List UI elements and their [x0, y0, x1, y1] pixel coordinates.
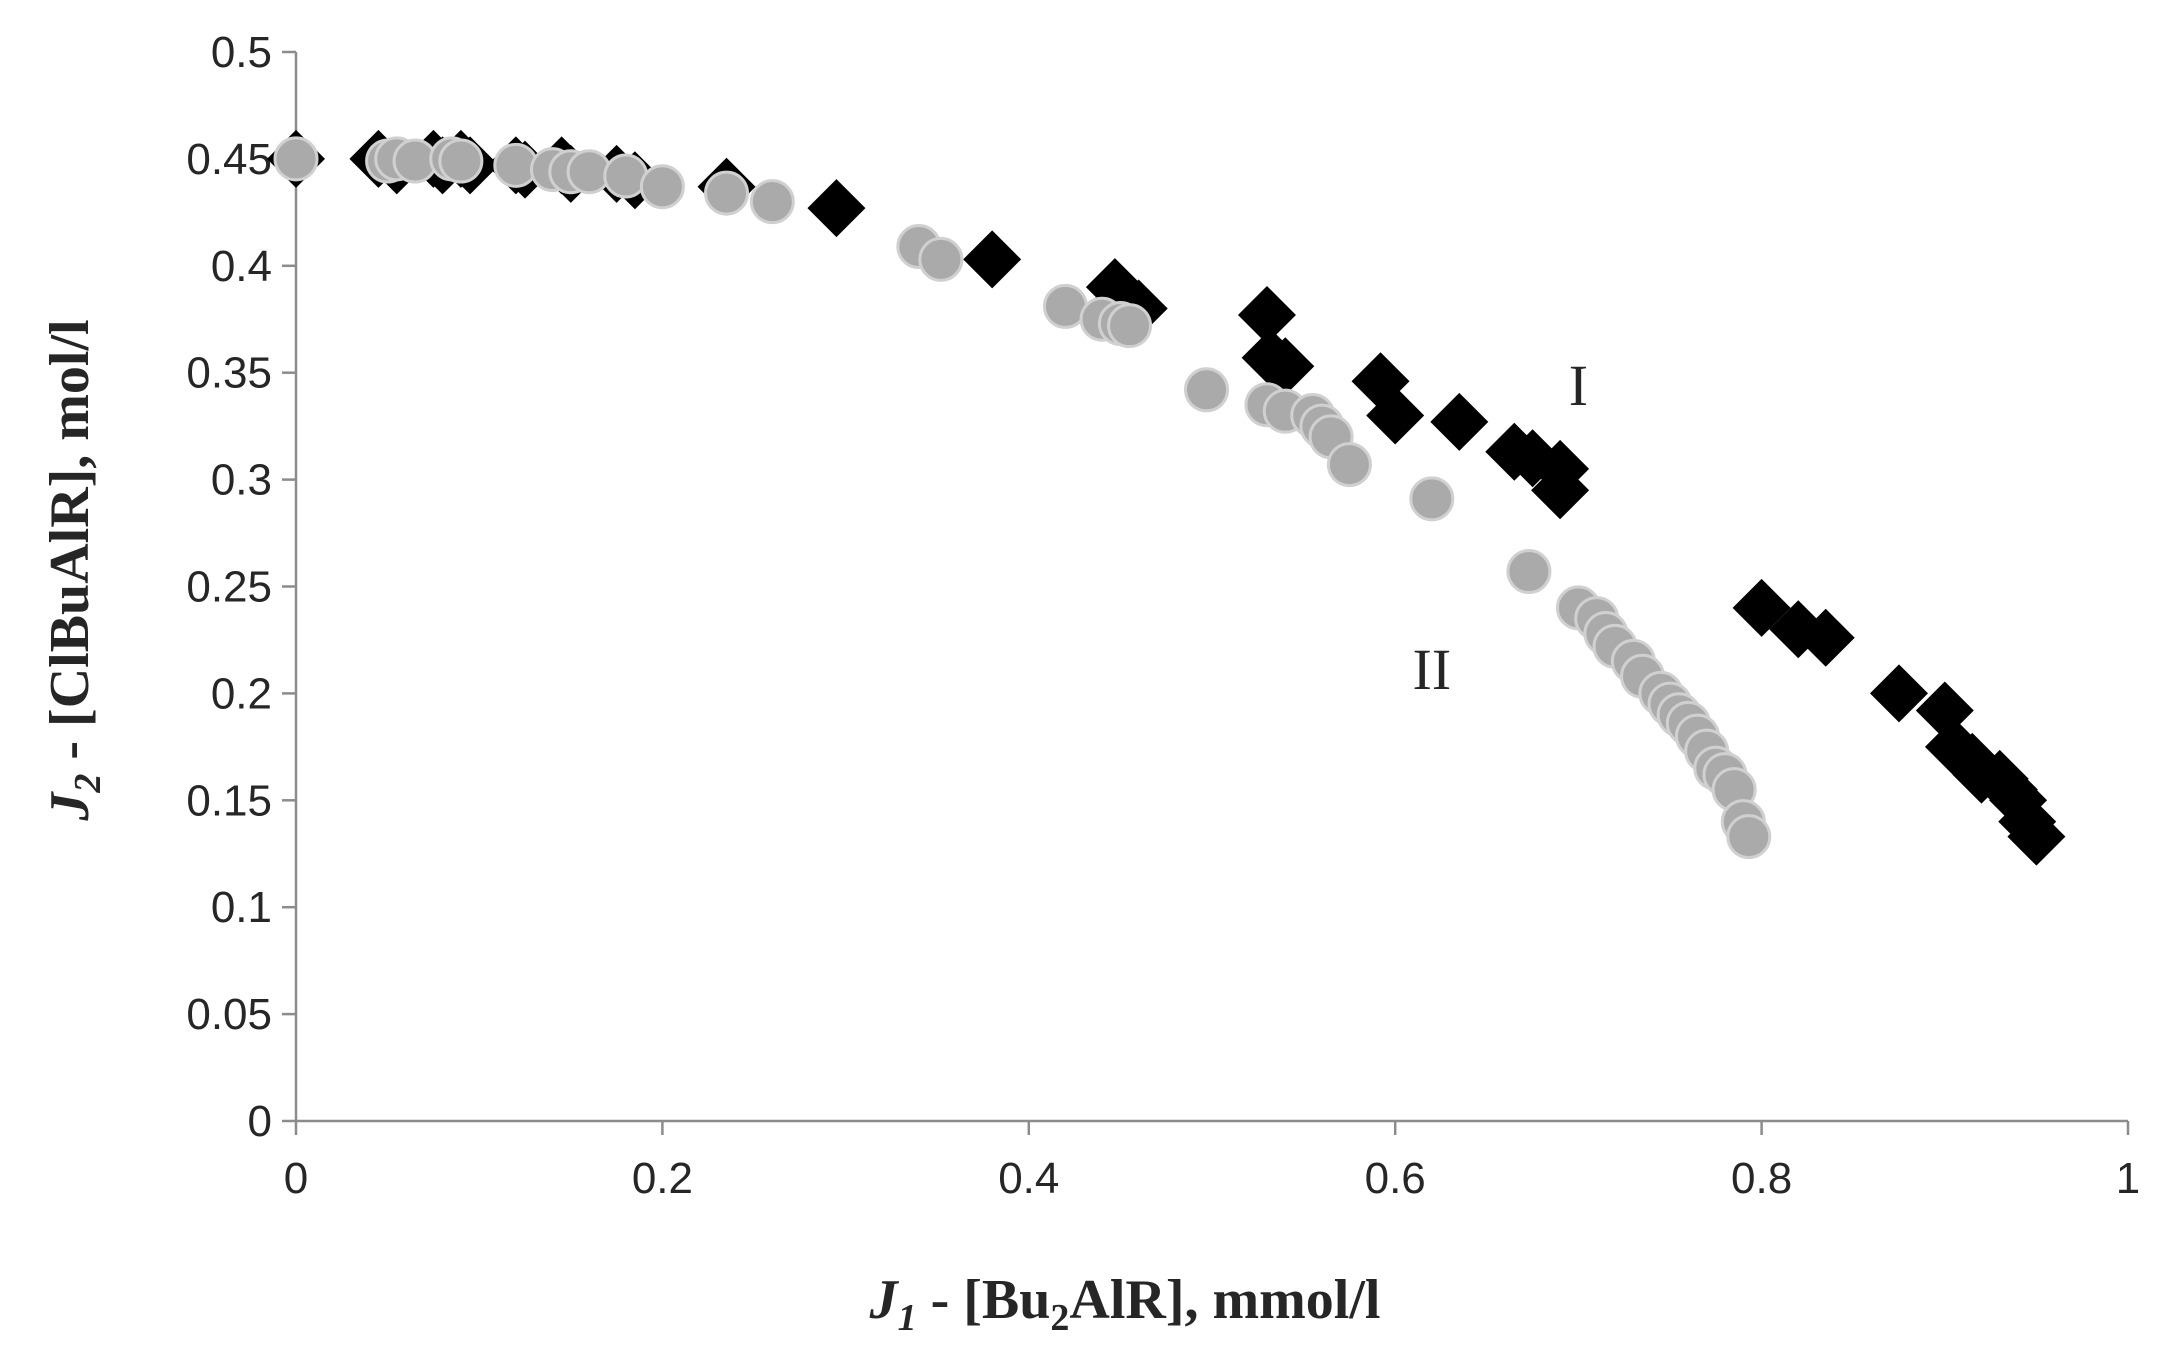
circle-point [1107, 303, 1153, 349]
diamond-point [1366, 386, 1425, 445]
y-tick-label: 0.45 [186, 135, 272, 184]
y-tick-label: 0.1 [211, 883, 272, 932]
x-axis-ticks: 0 0.2 0.4 0.6 0.8 1 [284, 1121, 2140, 1203]
y-axis-var: J [39, 791, 101, 822]
x-axis-text-subscript: 2 [1050, 1297, 1069, 1339]
circle-point [1726, 814, 1772, 860]
series-label-I: I [1569, 353, 1588, 418]
x-axis-var: J [869, 1269, 900, 1331]
series-label-II: II [1413, 637, 1452, 702]
series-2 [273, 136, 1772, 860]
diamond-point [963, 230, 1022, 289]
diamond-point [1870, 664, 1928, 723]
y-axis-separator: - [39, 727, 101, 774]
circle-point [1184, 367, 1230, 413]
data-points [267, 129, 2066, 866]
y-axis-text: [ClBuAlR], mol/l [39, 319, 101, 727]
x-axis-var-subscript: 1 [898, 1297, 917, 1339]
series-annotations: III [1413, 353, 1589, 702]
y-tick-label: 0.05 [186, 990, 272, 1039]
diamond-point [1531, 461, 1590, 520]
x-tick-label: 0.4 [998, 1154, 1059, 1203]
x-tick-label: 0.8 [1731, 1154, 1792, 1203]
circle-point [639, 164, 685, 210]
y-axis-var-subscript: 2 [67, 774, 109, 794]
x-tick-label: 0 [284, 1154, 308, 1203]
y-tick-label: 0.5 [211, 28, 272, 77]
y-tick-label: 0.25 [186, 563, 272, 612]
circle-point [273, 136, 319, 182]
x-tick-label: 0.6 [1365, 1154, 1426, 1203]
y-tick-label: 0.15 [186, 776, 272, 825]
x-tick-label: 0.2 [632, 1154, 693, 1203]
circle-point [1506, 549, 1552, 595]
circle-point [1409, 476, 1455, 522]
y-tick-label: 0.3 [211, 456, 272, 505]
x-axis-title: J1 - [Bu2AlR], mmol/l [869, 1269, 1381, 1339]
diamond-point [1256, 337, 1315, 396]
y-tick-label: 0 [248, 1097, 272, 1146]
axes [294, 52, 2128, 1123]
diamond-point [1430, 392, 1489, 451]
circle-point [438, 138, 484, 184]
x-axis-text-pre: [Bu [963, 1269, 1050, 1331]
x-axis-separator: - [917, 1269, 964, 1331]
circle-point [704, 170, 750, 216]
y-tick-label: 0.2 [211, 669, 272, 718]
y-axis-ticks: 0 0.05 0.1 0.15 0.2 0.25 0.3 0.35 0.4 0.45 0.5 [186, 28, 296, 1146]
x-axis-text-post: AlR], mmol/l [1069, 1269, 1380, 1331]
series-1 [267, 129, 2066, 866]
circle-point [1326, 442, 1372, 488]
y-tick-label: 0.4 [211, 242, 272, 291]
diamond-point [807, 179, 866, 238]
y-tick-label: 0.35 [186, 349, 272, 398]
circle-point [749, 179, 795, 225]
circle-point [918, 236, 964, 282]
diamond-point [2007, 807, 2066, 866]
diamond-point [1796, 608, 1855, 667]
diamond-point [1732, 578, 1791, 637]
x-tick-label: 1 [2116, 1154, 2140, 1203]
diamond-point [1237, 285, 1296, 344]
y-axis-title: J2 - [ClBuAlR], mol/l [39, 319, 109, 821]
